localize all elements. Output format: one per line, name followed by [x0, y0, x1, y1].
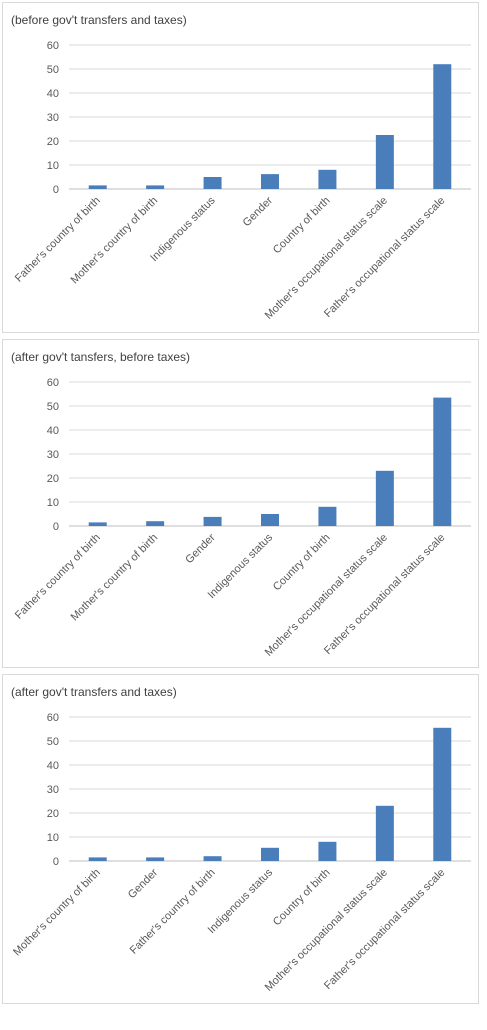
x-tick-label: Gender	[183, 531, 218, 566]
x-tick-label: Father's occupational status scale	[322, 532, 447, 657]
x-tick-label: Country of birth	[271, 195, 333, 257]
bar	[146, 521, 165, 526]
chart-panel-after-transfers-before-taxes: (after gov't tansfers, before taxes) 0 10…	[2, 339, 479, 668]
chart-title: (after gov't tansfers, before taxes)	[11, 350, 191, 364]
bar	[203, 177, 222, 189]
bar	[146, 857, 165, 861]
bar	[375, 805, 394, 861]
y-tick-label: 40	[47, 88, 59, 100]
y-tick-label: 10	[47, 497, 59, 509]
bar	[88, 522, 107, 526]
bar	[433, 727, 452, 861]
bar	[203, 856, 222, 861]
y-tick-label: 60	[47, 40, 59, 52]
y-tick-label: 40	[47, 425, 59, 437]
x-tick-label: Country of birth	[271, 532, 333, 594]
y-tick-label: 20	[47, 136, 59, 148]
bar	[203, 516, 222, 526]
x-tick-label: Mother's occupational status scale	[263, 195, 390, 322]
y-tick-label: 40	[47, 760, 59, 772]
y-tick-label: 0	[53, 184, 59, 196]
y-tick-label: 0	[53, 521, 59, 533]
bar	[433, 397, 452, 526]
chart-title: (before gov't transfers and taxes)	[11, 13, 187, 27]
y-tick-label: 30	[47, 449, 59, 461]
y-tick-label: 0	[53, 856, 59, 868]
x-tick-label: Country of birth	[271, 867, 333, 929]
y-tick-label: 20	[47, 808, 59, 820]
x-tick-label: Indigenous status	[148, 194, 218, 264]
bar	[433, 64, 452, 189]
y-tick-label: 50	[47, 736, 59, 748]
chart-title: (after gov't transfers and taxes)	[11, 685, 177, 699]
x-tick-label: Indigenous status	[206, 866, 276, 936]
bar-chart-after-transfers-and-taxes: 0 10 20 30 40 50 60 Mother's country of birth Ge…	[11, 712, 471, 994]
x-tick-label: Indigenous status	[206, 531, 276, 601]
bar	[318, 841, 337, 861]
bar	[261, 847, 279, 861]
y-tick-label: 60	[47, 712, 59, 724]
x-tick-label: Mother's country of birth	[11, 867, 103, 959]
chart-panel-before-transfers: (before gov't transfers and taxes) 0 10 20…	[2, 2, 479, 333]
y-tick-label: 60	[47, 377, 59, 389]
bar	[146, 185, 165, 189]
y-tick-label: 50	[47, 64, 59, 76]
x-tick-label: Mother's occupational status scale	[263, 532, 390, 659]
x-tick-label: Father's occupational status scale	[322, 867, 447, 992]
bar	[261, 174, 279, 189]
chart-panel-after-transfers-and-taxes: (after gov't transfers and taxes) 0 10 20 3…	[2, 674, 479, 1004]
y-tick-label: 10	[47, 160, 59, 172]
x-tick-label: Father's occupational status scale	[322, 195, 447, 320]
x-tick-label: Gender	[241, 194, 276, 229]
x-tick-label: Gender	[126, 866, 161, 901]
bar	[261, 514, 279, 526]
y-tick-label: 50	[47, 401, 59, 413]
y-tick-label: 10	[47, 832, 59, 844]
x-tick-label: Mother's occupational status scale	[263, 867, 390, 994]
bar	[88, 185, 107, 189]
bar	[318, 169, 337, 189]
bar	[318, 506, 337, 526]
y-tick-label: 30	[47, 784, 59, 796]
bar	[375, 470, 394, 526]
bar	[88, 857, 107, 861]
y-tick-label: 30	[47, 112, 59, 124]
bar	[375, 135, 394, 189]
y-tick-label: 20	[47, 473, 59, 485]
